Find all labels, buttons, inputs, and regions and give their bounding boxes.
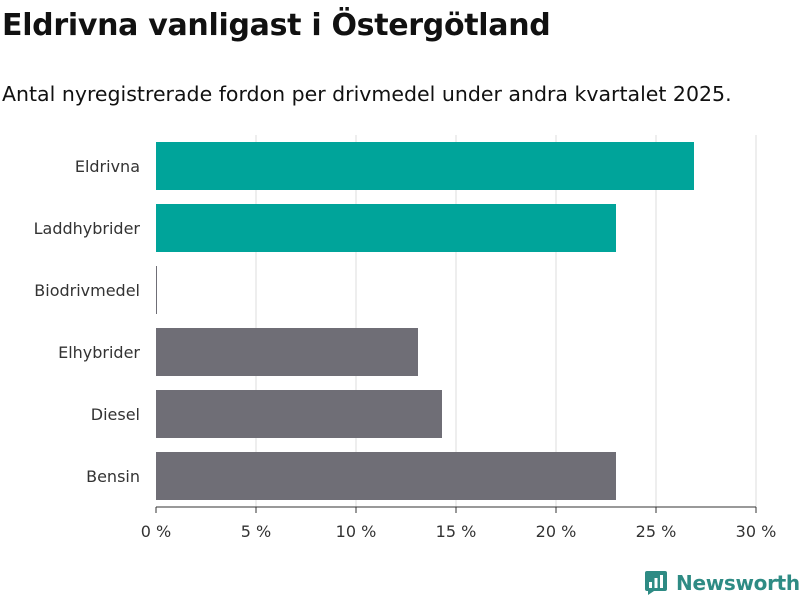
bar-diesel: [156, 390, 442, 438]
bars: [156, 142, 694, 500]
bar-eldrivna: [156, 142, 694, 190]
bar-chart: 0 % 5 % 10 % 15 % 20 % 25 % 30 % Eldrivna Laddh…: [34, 135, 777, 541]
newsworthy-logo-icon: [645, 571, 667, 595]
category-label: Biodrivmedel: [34, 281, 140, 300]
x-tick-label: 20 %: [536, 522, 577, 541]
chart-title: Eldrivna vanligast i Östergötland: [2, 8, 551, 43]
bar-bensin: [156, 452, 616, 500]
category-label: Diesel: [91, 405, 140, 424]
bar-biodrivmedel: [156, 266, 157, 314]
chart-subtitle: Antal nyregistrerade fordon per drivmede…: [2, 82, 732, 106]
category-label: Elhybrider: [58, 343, 140, 362]
category-label: Eldrivna: [75, 157, 140, 176]
x-tick-label: 15 %: [436, 522, 477, 541]
category-label: Laddhybrider: [34, 219, 141, 238]
x-tick-label: 30 %: [736, 522, 777, 541]
x-tick-label: 25 %: [636, 522, 677, 541]
grid-lines: [255, 135, 757, 507]
x-tick-label: 10 %: [336, 522, 377, 541]
category-labels: Eldrivna Laddhybrider Biodrivmedel Elhybrid…: [34, 157, 141, 486]
bar-elhybrider: [156, 328, 418, 376]
x-tick-label: 0 %: [141, 522, 171, 541]
brand-name: Newsworthy: [676, 571, 800, 595]
bar-laddhybrider: [156, 204, 616, 252]
category-label: Bensin: [86, 467, 140, 486]
x-axis: 0 % 5 % 10 % 15 % 20 % 25 % 30 %: [141, 506, 777, 541]
x-tick-label: 5 %: [241, 522, 271, 541]
brand-logo: Newsworthy: [644, 568, 800, 598]
